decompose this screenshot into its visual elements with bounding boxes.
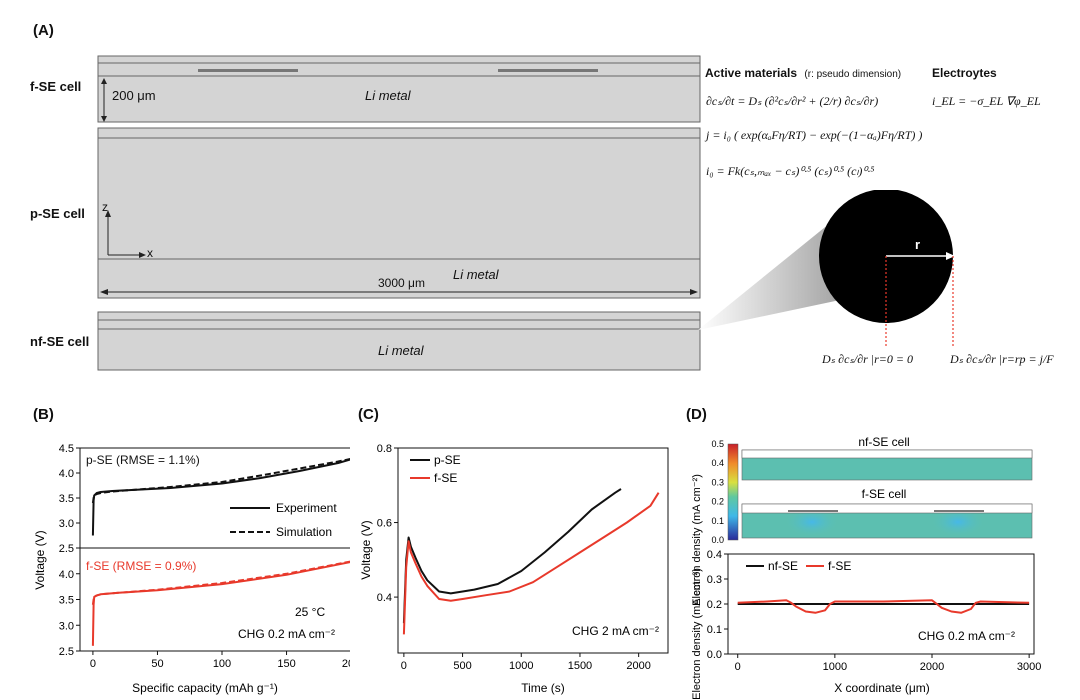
panel-b-bottom-label: f-SE (RMSE = 0.9%) xyxy=(86,559,196,573)
colorbar-tick-label: 0.2 xyxy=(711,497,724,507)
b-top-ytick-label: 3.0 xyxy=(59,518,74,530)
panel-b-chart: 2.53.03.54.04.52.53.03.54.0050100150200 … xyxy=(33,443,350,695)
nf-se-cell-drawing xyxy=(97,311,701,371)
d-xtick-label: 0 xyxy=(735,661,741,673)
panel-c-chart: 0.4 0.6 0.8 0 500 1000 1500 2000 Voltage (V) Ti… xyxy=(359,443,669,695)
b-bottom-xtick-label: 50 xyxy=(151,658,163,670)
panel-b-condition: CHG 0.2 mA cm⁻² xyxy=(238,627,335,641)
panel-d-xlabel: X coordinate (μm) xyxy=(834,681,930,695)
b-top-series-simulation xyxy=(91,458,350,504)
d-ytick-label: 0.3 xyxy=(707,574,722,586)
panel-b-temp: 25 °C xyxy=(295,605,325,619)
nf-se-cell-label: nf-SE cell xyxy=(30,334,90,349)
b-bottom-xtick-label: 150 xyxy=(277,658,295,670)
panel-d-condition: CHG 0.2 mA cm⁻² xyxy=(918,629,1015,643)
c-series-f-se xyxy=(402,492,660,635)
b-top-ytick-label: 4.0 xyxy=(59,468,74,480)
exchange-current-equation: i₀ = Fk(cₛ,ₘₐₓ − cₛ)⁰·⁵ (cₛ)⁰·⁵ (cₗ)⁰·⁵ xyxy=(706,164,875,178)
d-xtick-label: 1000 xyxy=(823,661,847,673)
colorbar-tick-label: 0.3 xyxy=(711,477,724,487)
panel-c-letter: (C) xyxy=(358,406,379,423)
z-axis-label: z xyxy=(102,200,108,214)
colorbar-label: Electron density (mA cm⁻²) xyxy=(691,474,703,606)
d-ytick-label: 0.2 xyxy=(707,599,722,611)
b-top-ytick-label: 4.5 xyxy=(59,443,74,455)
panel-a-cells xyxy=(97,55,701,371)
colorbar-tick-label: 0.5 xyxy=(711,439,724,449)
b-bottom-xtick-label: 200 xyxy=(342,658,350,670)
panel-b-ylabel: Voltage (V) xyxy=(33,530,47,589)
b-bottom-ytick-label: 3.0 xyxy=(59,620,74,632)
panel-b-letter: (B) xyxy=(33,406,54,423)
colorbar-tick-label: 0.0 xyxy=(711,535,724,545)
legend-experiment-label: Experiment xyxy=(276,501,337,515)
panel-c-xlabel: Time (s) xyxy=(521,681,565,695)
d-ytick-label: 0.4 xyxy=(707,549,722,561)
active-materials-note: (r: pseudo dimension) xyxy=(804,69,902,80)
legend-p-se-label: p-SE xyxy=(434,453,461,467)
b-bottom-ytick-label: 3.5 xyxy=(59,595,74,607)
c-frame xyxy=(397,447,669,654)
b-bottom-ytick-label: 4.0 xyxy=(59,569,74,581)
nf-se-li-metal-label: Li metal xyxy=(378,343,424,358)
panel-c-ylabel: Voltage (V) xyxy=(359,520,373,579)
legend-nf-se-label: nf-SE xyxy=(768,559,798,573)
c-ytick-label: 0.4 xyxy=(377,592,392,604)
active-materials-heading: Active materials xyxy=(705,66,798,80)
panel-b-xlabel: Specific capacity (mAh g⁻¹) xyxy=(132,681,278,695)
electrolytes-title: Electroytes xyxy=(932,66,997,80)
d-xtick-label: 2000 xyxy=(920,661,944,673)
b-top-series-experiment xyxy=(91,458,350,536)
panel-d-letter: (D) xyxy=(686,406,707,423)
panel-a-letter: (A) xyxy=(33,22,54,39)
thickness-label: 200 μm xyxy=(112,88,156,103)
particle-diagram xyxy=(698,190,955,348)
butler-volmer-equation: j = i₀ ( exp(αₐFη/RT) − exp(−(1−αₐ)Fη/RT… xyxy=(706,128,923,142)
f-se-li-metal-label: Li metal xyxy=(365,88,411,103)
c-xtick-label: 1000 xyxy=(509,660,533,672)
electrolyte-equation: i_EL = −σ_EL ∇φ_EL xyxy=(932,94,1041,108)
center-boundary-condition: Dₛ ∂cₛ/∂r |r=0 = 0 xyxy=(822,352,913,366)
d-series-f-se xyxy=(737,599,1030,614)
p-se-cell-label: p-SE cell xyxy=(30,206,85,221)
c-xtick-label: 500 xyxy=(453,660,471,672)
d-xtick-label: 3000 xyxy=(1017,661,1041,673)
b-bottom-xtick-label: 100 xyxy=(213,658,231,670)
b-bottom-ytick-label: 2.5 xyxy=(59,646,74,658)
d-ytick-label: 0.0 xyxy=(707,649,722,661)
active-materials-title: Active materials (r: pseudo dimension) xyxy=(705,66,901,80)
panel-d-chart: 0.0 0.1 0.2 0.3 0.4 0.5 Electron density (mA … xyxy=(691,435,1041,700)
p-se-li-metal-label: Li metal xyxy=(453,267,499,282)
panel-d-ylabel: Electron density (mA cm⁻²) xyxy=(691,568,703,700)
legend-f-se-label-d: f-SE xyxy=(828,559,851,573)
b-top-ytick-label: 3.5 xyxy=(59,493,74,505)
legend-simulation-label: Simulation xyxy=(276,525,332,539)
c-xtick-label: 2000 xyxy=(626,660,650,672)
c-series-p-se xyxy=(402,488,622,624)
radius-label: r xyxy=(915,237,921,252)
c-xtick-label: 0 xyxy=(401,660,407,672)
x-axis-label: x xyxy=(147,246,153,260)
panel-c-condition: CHG 2 mA cm⁻² xyxy=(572,624,659,638)
p-se-cell-drawing xyxy=(97,127,701,299)
c-xtick-label: 1500 xyxy=(568,660,592,672)
diffusion-equation: ∂cₛ/∂t = Dₛ (∂²cₛ/∂r² + (2/r) ∂cₛ/∂r) xyxy=(706,94,879,108)
map-bottom-label: f-SE cell xyxy=(862,487,907,501)
legend-f-se-label: f-SE xyxy=(434,471,457,485)
c-ytick-label: 0.6 xyxy=(377,518,392,530)
f-se-cell-drawing xyxy=(97,55,701,123)
d-ytick-label: 0.1 xyxy=(707,624,722,636)
colorbar xyxy=(727,443,739,541)
b-bottom-xtick-label: 0 xyxy=(90,658,96,670)
panel-b-top-label: p-SE (RMSE = 1.1%) xyxy=(86,453,200,467)
zoom-cone xyxy=(698,215,840,330)
c-ytick-label: 0.8 xyxy=(377,443,392,455)
colorbar-tick-label: 0.4 xyxy=(711,458,724,468)
map-top-label: nf-SE cell xyxy=(858,435,909,449)
surface-boundary-condition: Dₛ ∂cₛ/∂r |r=rp = j/F xyxy=(950,352,1054,366)
b-top-ytick-label: 2.5 xyxy=(59,543,74,555)
colorbar-tick-label: 0.1 xyxy=(711,516,724,526)
width-label: 3000 μm xyxy=(378,276,425,290)
f-se-cell-label: f-SE cell xyxy=(30,79,82,94)
